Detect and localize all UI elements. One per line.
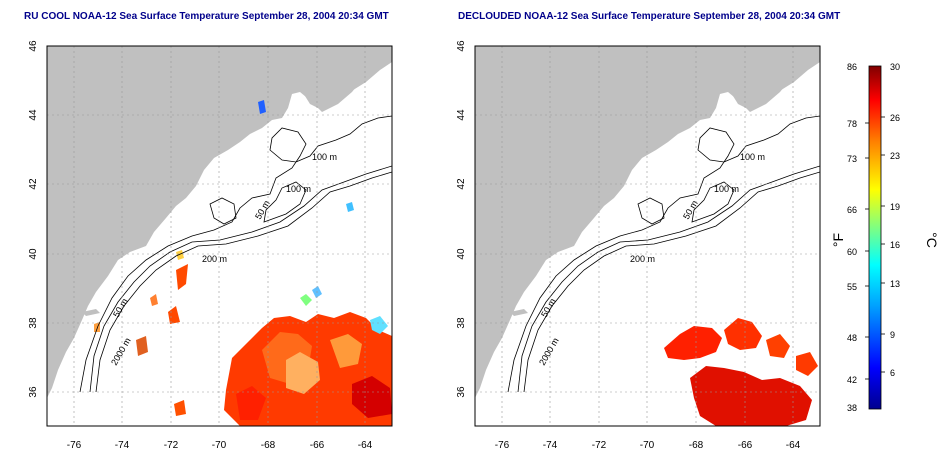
svg-text:66: 66 [847,205,857,215]
svg-text:-74: -74 [543,440,558,451]
svg-text:-68: -68 [261,440,276,451]
svg-text:40: 40 [456,248,467,260]
svg-text:19: 19 [890,202,900,212]
svg-text:42: 42 [28,178,39,190]
svg-text:200 m: 200 m [630,254,655,264]
right-graticule [475,46,820,426]
svg-text:42: 42 [847,375,857,385]
svg-text:44: 44 [28,109,39,121]
left-map-panel: 100 m 100 m 50 m 200 m 50 m 2000 m -76 -… [28,40,393,451]
svg-text:13: 13 [890,279,900,289]
svg-text:48: 48 [847,333,857,343]
left-lat-ticks: 36 38 40 42 44 46 [28,40,39,398]
left-graticule [47,46,392,426]
left-map-title: RU COOL NOAA-12 Sea Surface Temperature … [24,11,389,22]
right-lat-ticks: 36 38 40 42 44 46 [456,40,467,398]
svg-text:42: 42 [456,178,467,190]
svg-text:-74: -74 [115,440,130,451]
svg-text:-70: -70 [640,440,655,451]
island [82,309,100,316]
svg-text:38: 38 [847,403,857,413]
sst-data-patches [664,318,818,426]
svg-text:-70: -70 [212,440,227,451]
svg-text:55: 55 [847,282,857,292]
land-mass-nova-scotia [300,50,392,110]
right-map-frame [474,45,821,427]
svg-text:38: 38 [28,317,39,329]
colorbar-c-ticks: 30 26 23 19 16 13 9 6 [890,62,900,378]
svg-text:26: 26 [890,113,900,123]
bathymetry-contours [79,115,392,393]
colorbar-tick-marks [865,116,885,380]
land-mass [475,46,820,398]
svg-text:40: 40 [28,248,39,260]
svg-text:100 m: 100 m [286,184,311,194]
svg-text:78: 78 [847,119,857,129]
colorbar-gradient [868,65,882,410]
svg-text:-64: -64 [786,440,801,451]
svg-text:16: 16 [890,240,900,250]
colorbar-c-label: °C [924,232,940,248]
svg-text:-68: -68 [689,440,704,451]
svg-text:46: 46 [28,40,39,52]
svg-text:-72: -72 [592,440,607,451]
svg-text:23: 23 [890,151,900,161]
right-lon-ticks: -76 -74 -72 -70 -68 -66 -64 [495,440,801,451]
bathymetry-contours [507,115,820,393]
svg-text:-72: -72 [164,440,179,451]
svg-text:-64: -64 [358,440,373,451]
right-map-title: DECLOUDED NOAA-12 Sea Surface Temperatur… [458,11,841,22]
land-mass [47,46,392,398]
svg-text:-76: -76 [67,440,82,451]
right-map-panel: 100 m 100 m 50 m 200 m 50 m 2000 m -76 -… [456,40,821,451]
svg-text:-66: -66 [310,440,325,451]
colorbar: 86 78 73 66 60 55 48 42 38 30 26 23 19 1… [830,62,940,413]
left-map-frame [46,45,393,427]
svg-text:36: 36 [28,386,39,398]
svg-text:100 m: 100 m [312,152,337,162]
sst-data-patches [94,100,392,426]
svg-text:200 m: 200 m [202,254,227,264]
svg-text:100 m: 100 m [740,152,765,162]
colorbar-f-label: °F [830,233,846,247]
svg-text:6: 6 [890,368,895,378]
svg-text:100 m: 100 m [714,184,739,194]
svg-text:38: 38 [456,317,467,329]
colorbar-f-ticks: 86 78 73 66 60 55 48 42 38 [847,62,857,413]
svg-text:46: 46 [456,40,467,52]
svg-text:73: 73 [847,154,857,164]
svg-text:30: 30 [890,62,900,72]
land-mass-nova-scotia [728,50,820,110]
svg-text:-76: -76 [495,440,510,451]
svg-text:60: 60 [847,247,857,257]
island [510,309,528,316]
left-lon-ticks: -76 -74 -72 -70 -68 -66 -64 [67,440,373,451]
svg-text:86: 86 [847,62,857,72]
svg-text:36: 36 [456,386,467,398]
svg-text:-66: -66 [738,440,753,451]
svg-text:44: 44 [456,109,467,121]
svg-text:9: 9 [890,330,895,340]
